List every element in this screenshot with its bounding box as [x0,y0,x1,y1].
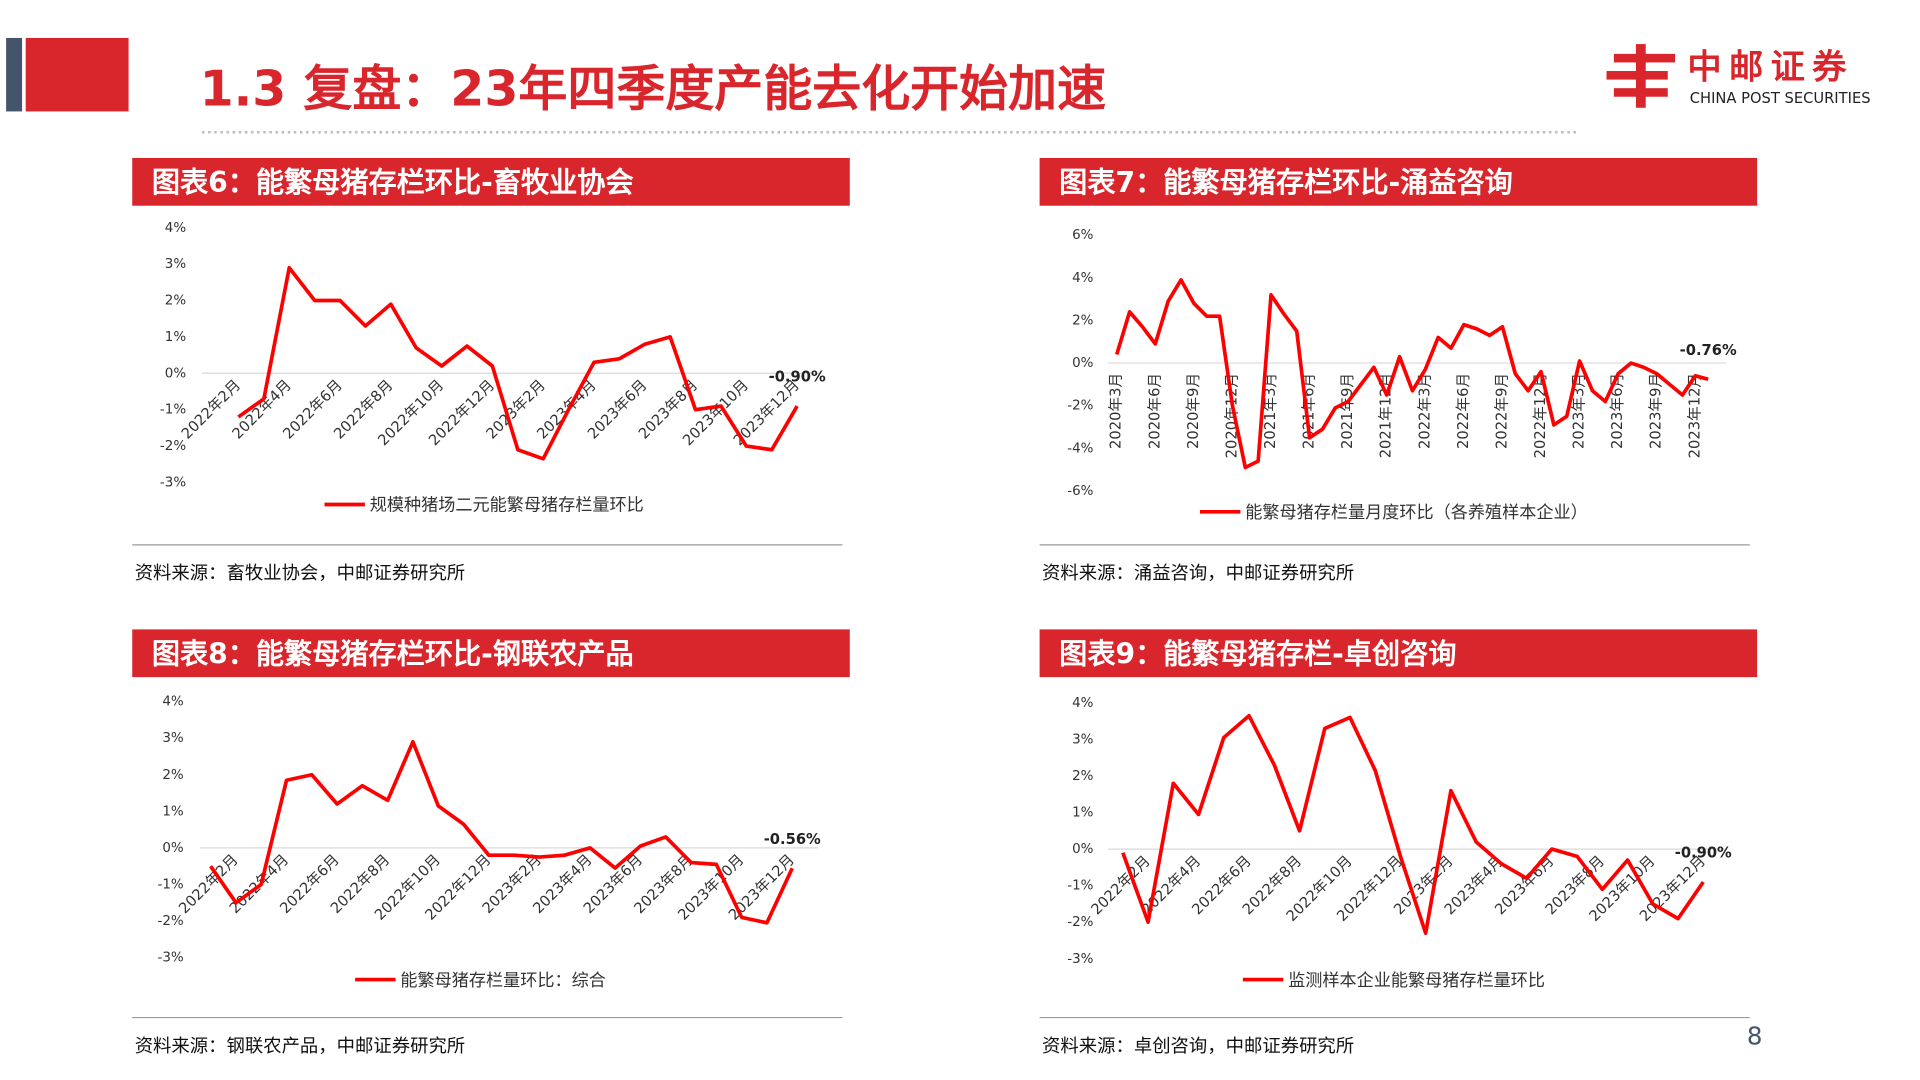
chart-source: 资料来源：卓创咨询，中邮证券研究所 [1042,1036,1354,1057]
y-tick-label: 1% [165,330,187,345]
y-tick-label: 4% [1072,271,1094,286]
chart-title: 图表7：能繁母猪存栏环比-涌益咨询 [1059,166,1513,199]
series-line [237,265,799,461]
chart-source: 资料来源：钢联农产品，中邮证券研究所 [135,1036,465,1057]
y-tick-label: -2% [157,914,183,929]
x-tick-label: 2023年6月 [1609,373,1626,449]
header-block [25,37,129,112]
x-tick-label: 2021年12月 [1378,373,1395,458]
y-tick-label: 2% [1072,769,1094,784]
y-tick-label: 0% [165,366,187,381]
y-tick-label: -6% [1067,484,1093,499]
data-label: -0.76% [1680,342,1737,359]
legend-label: 规模种猪场二元能繁母猪存栏量环比 [370,496,644,516]
series-line [1121,713,1705,936]
series-line [1114,278,1709,470]
logo-icon [1606,44,1676,108]
y-tick-label: 4% [162,695,184,710]
y-tick-label: 6% [1072,228,1094,243]
slide-title: 1.3 复盘：23年四季度产能去化开始加速 [200,60,1107,117]
y-tick-label: -4% [1067,441,1093,456]
data-label: -0.90% [769,369,826,386]
x-tick-label: 2022年3月 [1416,373,1433,449]
chart-title-bar [132,157,850,206]
y-tick-label: -2% [160,439,186,454]
y-tick-label: 3% [165,257,187,272]
chart-title: 图表8：能繁母猪存栏环比-钢联农产品 [152,638,634,671]
legend-label: 能繁母猪存栏量月度环比（各养殖样本企业） [1245,502,1588,523]
y-tick-label: -1% [160,403,186,418]
x-tick-label: 2022年9月 [1493,373,1510,449]
y-tick-label: 4% [1072,696,1094,711]
x-tick-label: 2021年3月 [1262,373,1279,449]
chart-title: 图表6：能繁母猪存栏环比-畜牧业协会 [152,166,635,199]
y-tick-label: 0% [1072,356,1094,371]
x-tick-label: 2023年9月 [1648,373,1665,449]
y-tick-label: -1% [157,877,183,892]
chart-title-bar [1039,629,1758,678]
y-tick-label: 0% [1072,842,1094,857]
data-label: -0.56% [764,831,821,848]
y-tick-label: -1% [1067,879,1093,894]
chart-title: 图表9：能繁母猪存栏-卓创咨询 [1059,638,1456,671]
y-tick-label: -3% [160,475,186,490]
y-tick-label: 0% [162,841,184,856]
data-label: -0.90% [1675,845,1732,862]
y-tick-label: -3% [157,951,183,966]
chart-source: 资料来源：涌益咨询，中邮证券研究所 [1042,563,1354,584]
legend-label: 监测样本企业能繁母猪存栏量环比 [1288,971,1545,991]
x-tick-label: 2020年6月 [1146,373,1163,449]
x-tick-label: 2020年12月 [1223,373,1240,458]
y-tick-label: 1% [1072,806,1094,821]
y-tick-label: 3% [1072,732,1094,747]
y-tick-label: 2% [165,294,187,309]
x-tick-label: 2022年6月 [1455,373,1472,449]
y-tick-label: -3% [1067,952,1093,967]
x-tick-label: 2020年9月 [1185,373,1202,449]
y-tick-label: -2% [1067,399,1093,414]
x-tick-label: 2021年9月 [1339,373,1356,449]
legend-label: 能繁母猪存栏量环比：综合 [400,971,606,991]
logo-name: 中邮证券 [1687,47,1853,87]
logo-english: CHINA POST SECURITIES [1690,90,1871,107]
y-tick-label: 3% [162,731,184,746]
x-tick-label: 2023年3月 [1571,373,1588,449]
y-tick-label: 2% [1072,313,1094,328]
y-tick-label: -2% [1067,915,1093,930]
y-tick-label: 4% [165,221,187,236]
header-strip [6,37,23,112]
y-tick-label: 1% [162,804,184,819]
series-line [209,739,794,925]
y-tick-label: 2% [162,768,184,783]
x-tick-label: 2022年12月 [1532,373,1549,458]
chart-title-bar [132,629,850,678]
page-number: 8 [1747,1021,1763,1050]
x-tick-label: 2020年3月 [1108,373,1125,449]
chart-title-bar [1039,157,1758,206]
chart-source: 资料来源：畜牧业协会，中邮证券研究所 [135,563,465,584]
x-tick-label: 2023年12月 [1686,373,1703,458]
